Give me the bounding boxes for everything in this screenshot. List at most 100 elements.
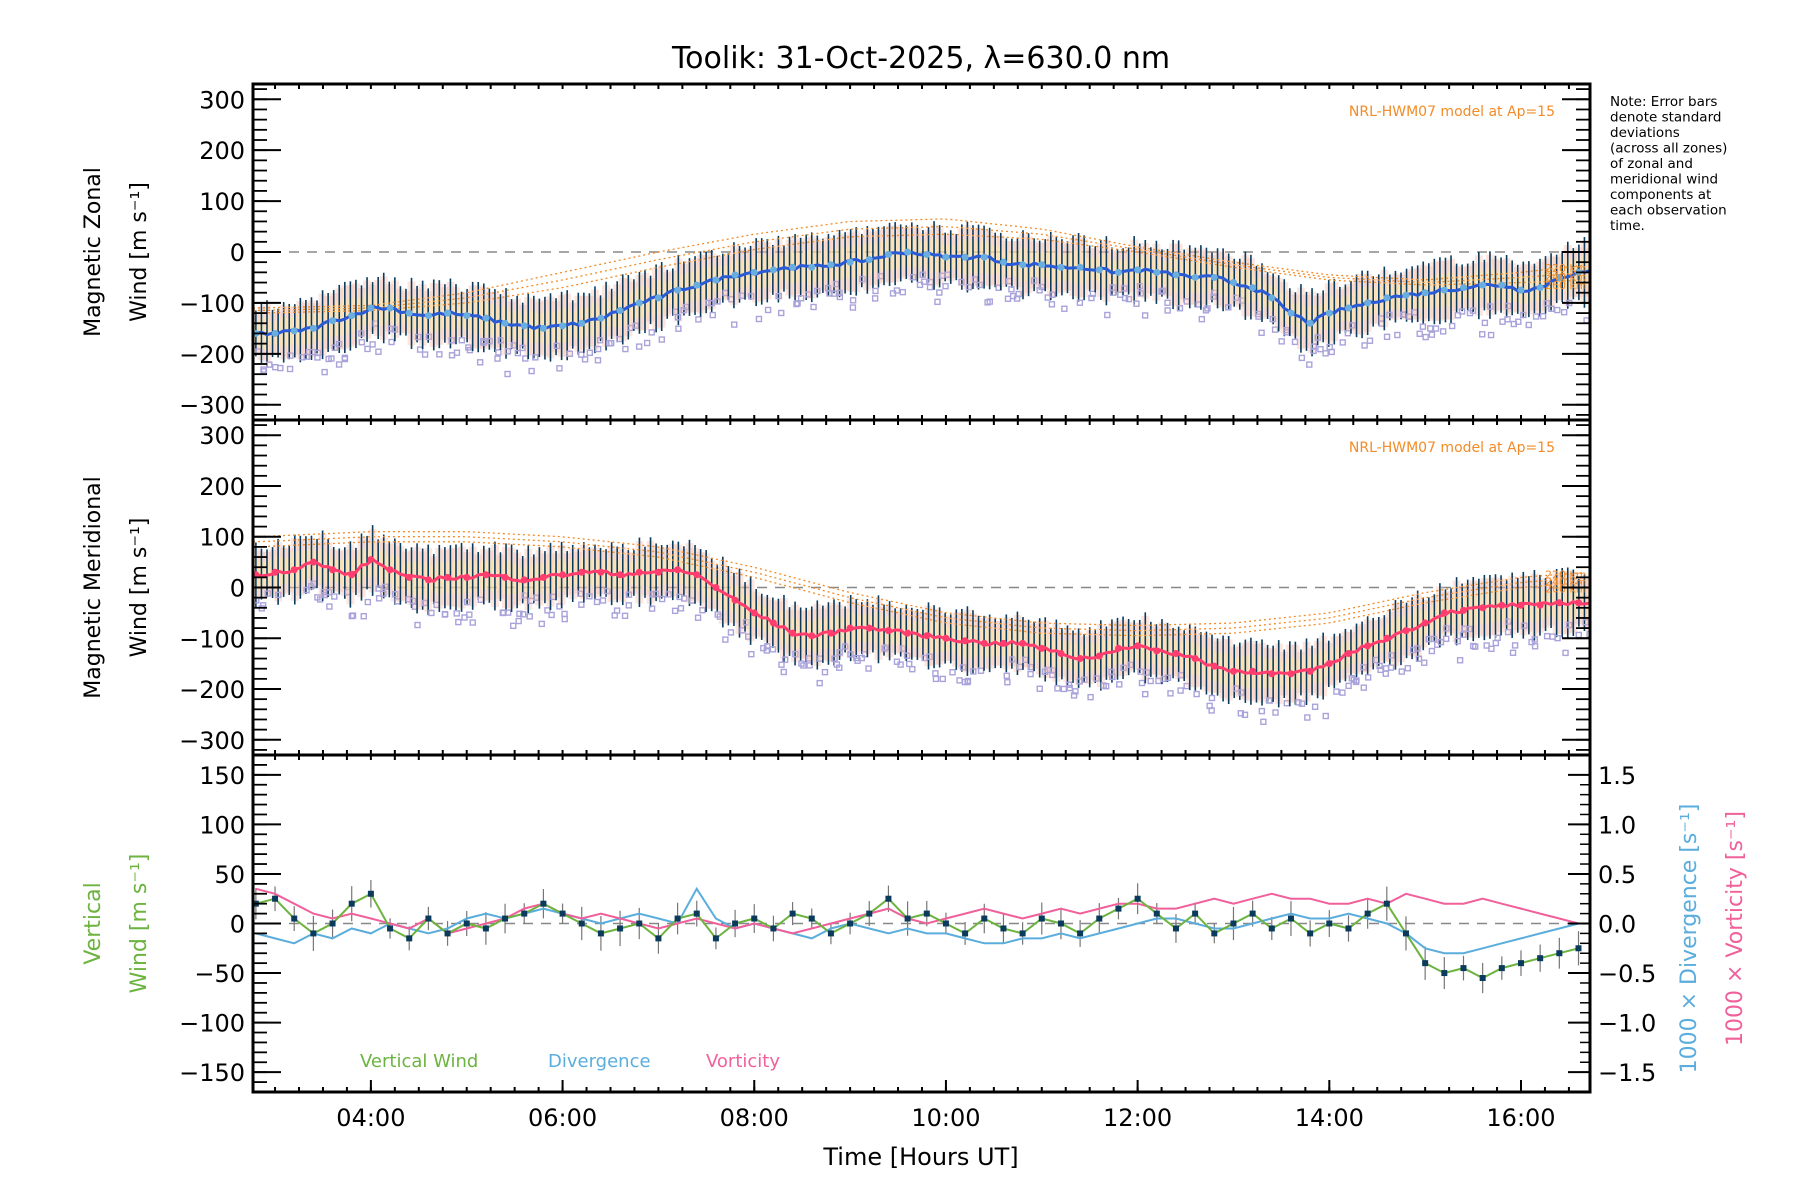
- zone-point: [1383, 333, 1391, 341]
- wind-marker: [444, 573, 452, 581]
- vertical-wind-marker: [1326, 920, 1333, 927]
- zone-point: [1583, 317, 1590, 324]
- wind-marker: [463, 573, 471, 581]
- zone-point: [1352, 678, 1360, 686]
- wind-marker: [693, 281, 701, 289]
- zone-point: [314, 354, 321, 361]
- zone-point: [516, 610, 523, 617]
- note-line: deviations: [1610, 125, 1680, 141]
- y-tick-label: −50: [194, 960, 245, 988]
- zone-point: [556, 365, 563, 372]
- wind-marker: [309, 558, 317, 566]
- zone-point: [625, 602, 633, 609]
- zone-point: [836, 664, 843, 671]
- wind-marker: [1479, 604, 1487, 612]
- wind-marker: [348, 571, 356, 579]
- zone-point: [495, 349, 502, 356]
- wind-marker: [616, 571, 624, 579]
- zone-point: [658, 336, 665, 343]
- zone-point: [731, 321, 738, 328]
- zone-point: [272, 363, 279, 371]
- vertical-wind-marker: [578, 920, 585, 927]
- wind-marker: [1498, 601, 1506, 609]
- zone-point: [893, 287, 901, 294]
- wind-marker: [846, 624, 854, 632]
- y2-tick-label: 0.0: [1598, 911, 1636, 939]
- zone-point: [1116, 681, 1123, 688]
- vertical-wind-marker: [1537, 955, 1544, 962]
- zone-point: [1048, 301, 1056, 308]
- zone-point: [1298, 700, 1306, 707]
- model-altitude-label: 240 km: [1545, 576, 1587, 589]
- wind-marker: [1383, 634, 1391, 642]
- zone-point: [1295, 699, 1302, 706]
- zone-point: [604, 587, 611, 595]
- wind-marker: [501, 573, 509, 581]
- zone-point: [1093, 675, 1100, 682]
- note-line: components at: [1610, 187, 1711, 203]
- wind-marker: [1134, 266, 1142, 274]
- zone-point: [1087, 693, 1094, 701]
- zone-point: [1036, 685, 1043, 692]
- vertical-wind-marker: [1575, 945, 1582, 952]
- zone-point: [1158, 288, 1165, 295]
- wind-marker: [1172, 271, 1180, 279]
- zone-point: [448, 337, 455, 344]
- zone-point: [1430, 635, 1438, 643]
- wind-marker: [769, 619, 777, 627]
- vertical-wind-marker: [1134, 895, 1141, 902]
- zone-point: [596, 337, 604, 344]
- zone-point: [1419, 323, 1427, 330]
- zone-point: [358, 330, 365, 337]
- zone-point: [1004, 679, 1011, 686]
- vertical-wind-marker: [367, 890, 374, 897]
- wind-marker: [1191, 273, 1199, 281]
- zone-point: [504, 609, 512, 616]
- zone-point: [1133, 300, 1140, 307]
- zone-point: [1120, 285, 1128, 292]
- zone-point: [593, 598, 601, 606]
- zone-point: [671, 607, 679, 615]
- zone-point: [755, 315, 763, 323]
- zone-point: [1027, 663, 1035, 671]
- wind-marker: [559, 571, 567, 579]
- zone-point: [959, 664, 967, 671]
- vertical-wind-marker: [1115, 905, 1122, 912]
- zone-point: [504, 370, 511, 378]
- wind-marker: [597, 568, 605, 576]
- vertical-wind-marker: [847, 920, 854, 927]
- vertical-wind-marker: [1383, 900, 1390, 907]
- wind-marker: [1038, 261, 1046, 269]
- zone-point: [1176, 305, 1184, 312]
- zone-point: [480, 337, 487, 345]
- wind-marker: [1364, 642, 1372, 650]
- zone-point: [586, 349, 594, 357]
- note-line: denote standard: [1610, 110, 1721, 126]
- zone-point: [326, 603, 333, 610]
- zone-point: [836, 649, 843, 656]
- wind-marker: [1134, 642, 1142, 650]
- zone-point: [1415, 655, 1423, 663]
- zone-point: [455, 618, 462, 626]
- zone-point: [695, 316, 702, 323]
- zone-point: [414, 621, 421, 629]
- wind-marker: [884, 251, 892, 259]
- zone-point: [1543, 632, 1551, 640]
- zone-point: [1521, 622, 1528, 629]
- wind-marker: [865, 624, 873, 632]
- x-tick-label: 12:00: [1103, 1104, 1172, 1132]
- wind-marker: [482, 571, 490, 579]
- wind-marker: [1402, 291, 1410, 299]
- zone-point: [682, 303, 690, 311]
- zone-point: [1210, 293, 1217, 300]
- zone-point: [976, 281, 983, 289]
- zone-point: [1076, 299, 1084, 306]
- vertical-wind-marker: [1172, 925, 1179, 932]
- zone-point: [581, 356, 589, 363]
- zone-point: [1164, 674, 1172, 681]
- zone-point: [1109, 673, 1116, 681]
- wind-marker: [923, 632, 931, 640]
- x-axis-label: Time [Hours UT]: [822, 1143, 1018, 1171]
- y2-label-vorticity: 1000 × Vorticity [s⁻¹]: [1723, 811, 1748, 1046]
- zone-point: [936, 289, 943, 296]
